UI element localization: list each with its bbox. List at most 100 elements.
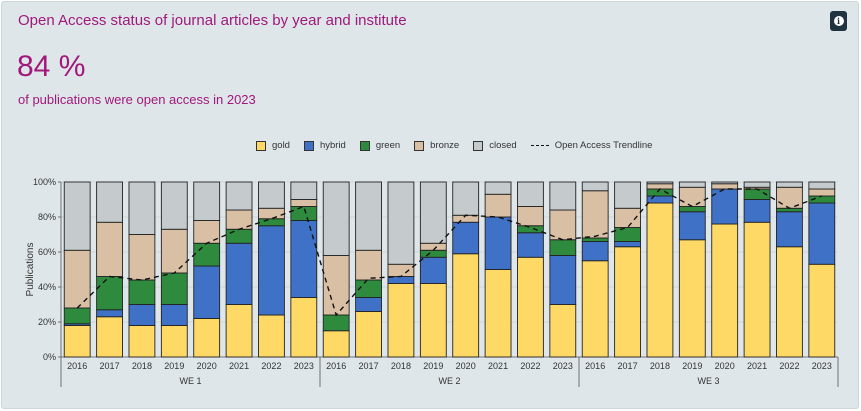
bar-segment-bronze	[808, 188, 836, 197]
bar-segment-gold	[452, 253, 480, 358]
legend-item-closed[interactable]: closed	[473, 140, 517, 151]
legend-item-trendline[interactable]: Open Access Trendline	[530, 140, 653, 151]
bar-segment-green	[160, 272, 188, 305]
bar-segment-bronze	[484, 193, 512, 218]
bar-segment-gold	[387, 283, 415, 358]
legend-item-gold[interactable]: gold	[256, 140, 290, 151]
bar-segment-green	[581, 237, 609, 242]
legend-swatch-trendline	[530, 145, 549, 146]
bar-segment-hybrid	[484, 216, 512, 270]
bar-segment-hybrid	[128, 304, 156, 326]
x-tick-label: 2018	[391, 361, 411, 371]
bar-segment-bronze	[614, 207, 641, 228]
x-tick-label: 2023	[553, 361, 573, 371]
bar-segment-closed	[63, 181, 91, 251]
bar-segment-gold	[614, 246, 641, 358]
chart-title: Open Access status of journal articles b…	[18, 12, 407, 29]
bar-segment-gold	[63, 325, 91, 358]
legend-label-bronze: bronze	[430, 140, 460, 151]
bar-segment-hybrid	[808, 202, 836, 265]
bar-segment-hybrid	[581, 241, 609, 262]
legend-label-trendline: Open Access Trendline	[554, 140, 653, 151]
bar-segment-green	[258, 218, 285, 227]
legend-item-hybrid[interactable]: hybrid	[303, 140, 346, 151]
x-tick-label: 2019	[164, 361, 184, 371]
bar-segment-hybrid	[193, 265, 221, 319]
y-tick-label: 0%	[43, 352, 56, 362]
bar-segment-hybrid	[776, 211, 803, 248]
x-tick-label: 2017	[359, 361, 379, 371]
x-tick-label: 2021	[747, 361, 767, 371]
bar-segment-green	[549, 239, 577, 256]
x-tick-label: 2019	[423, 361, 443, 371]
info-button[interactable]: i	[830, 11, 847, 31]
bar-segment-hybrid	[517, 232, 544, 258]
legend-swatch-bronze	[414, 140, 425, 151]
kpi-value: 84 %	[17, 50, 86, 83]
legend-swatch-hybrid	[303, 140, 314, 151]
bar-segment-closed	[160, 181, 188, 230]
bar-segment-closed	[96, 181, 123, 223]
bar-segment-green	[193, 242, 221, 267]
bar-segment-gold	[646, 202, 674, 358]
y-axis-label: Publications	[25, 243, 36, 297]
x-tick-label: 2021	[488, 361, 508, 371]
bar-segment-gold	[419, 283, 447, 358]
x-tick-label: 2018	[132, 361, 152, 371]
bar-segment-gold	[160, 325, 188, 358]
x-tick-label: 2016	[585, 361, 605, 371]
legend-label-hybrid: hybrid	[319, 140, 346, 151]
bar-segment-gold	[258, 314, 285, 358]
bar-segment-closed	[355, 181, 382, 251]
bar-segment-closed	[484, 181, 512, 195]
x-tick-label: 2016	[326, 361, 346, 371]
bar-segment-bronze	[711, 183, 739, 190]
legend-swatch-gold	[256, 140, 266, 151]
x-tick-label: 2023	[294, 361, 314, 371]
bar-segment-gold	[517, 256, 544, 358]
bar-segment-green	[290, 206, 318, 221]
bar-segment-gold	[678, 239, 706, 358]
bar-segment-closed	[646, 181, 674, 185]
x-tick-label: 2022	[779, 361, 799, 371]
y-tick-label: 20%	[38, 317, 56, 327]
x-tick-label: 2019	[682, 361, 702, 371]
y-tick-label: 100%	[33, 177, 56, 187]
bar-segment-green	[63, 307, 91, 325]
bar-segment-hybrid	[258, 225, 285, 316]
bar-segment-hybrid	[711, 188, 739, 225]
bar-segment-closed	[225, 181, 253, 211]
group-label: WE 1	[179, 376, 201, 386]
legend-swatch-green	[359, 140, 370, 151]
x-tick-label: 2023	[812, 361, 832, 371]
bar-segment-gold	[776, 246, 803, 358]
bar-segment-gold	[355, 311, 382, 358]
bar-segment-gold	[549, 304, 577, 358]
bar-segment-gold	[581, 260, 609, 358]
bar-segment-hybrid	[96, 309, 123, 318]
bar-segment-bronze	[419, 242, 447, 251]
bar-segment-bronze	[549, 209, 577, 241]
bar-segment-gold	[322, 330, 350, 358]
legend-item-green[interactable]: green	[359, 140, 401, 151]
bar-segment-bronze	[678, 186, 706, 207]
bar-segment-bronze	[258, 207, 285, 220]
bar-segment-gold	[128, 325, 156, 358]
bar-segment-closed	[549, 181, 577, 211]
legend-label-green: green	[375, 140, 401, 151]
legend-item-bronze[interactable]: bronze	[414, 140, 459, 151]
bar-segment-gold	[484, 269, 512, 358]
bar-segment-closed	[322, 181, 350, 256]
x-tick-label: 2020	[197, 361, 217, 371]
bar-segment-closed	[743, 181, 771, 188]
info-icon: i	[833, 16, 844, 26]
x-tick-label: 2022	[261, 361, 281, 371]
bar-segment-green	[419, 249, 447, 258]
bar-segment-gold	[743, 221, 771, 358]
bar-segment-gold	[225, 304, 253, 358]
kpi-caption: of publications were open access in 2023	[18, 92, 256, 107]
bar-segment-closed	[128, 181, 156, 235]
bar-segment-closed	[193, 181, 221, 221]
chart-legend: gold hybrid green bronze closed Open Acc…	[256, 140, 652, 151]
